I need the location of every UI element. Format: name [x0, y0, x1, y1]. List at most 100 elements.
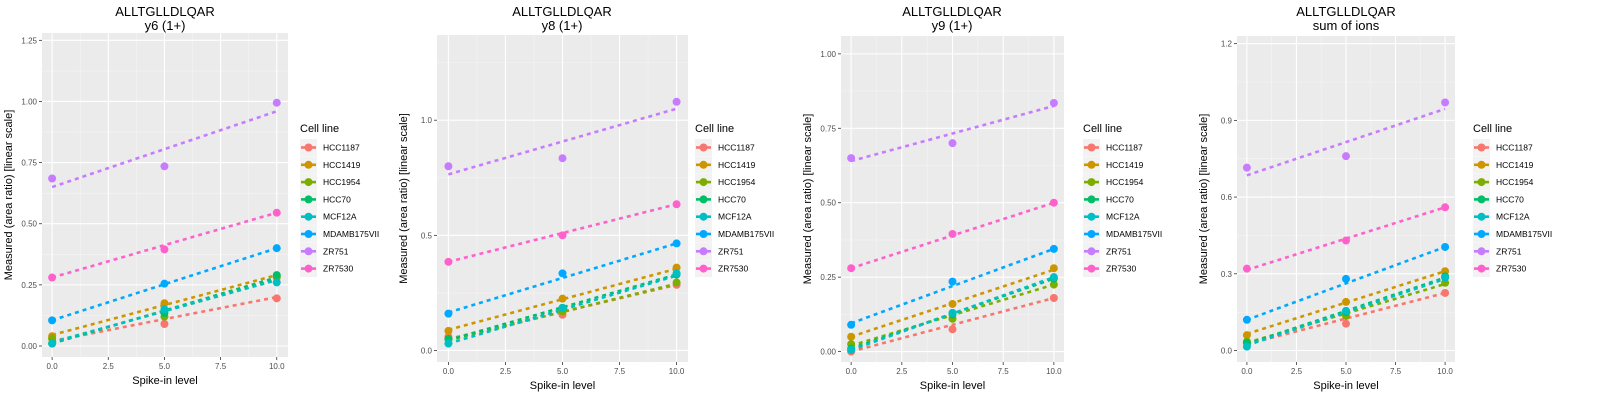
points-mcf12a	[1242, 273, 1450, 351]
legend-label: MDAMB175VII	[1106, 229, 1162, 239]
legend-key-point	[1477, 143, 1486, 152]
y-tick-label: 1.25	[21, 36, 37, 45]
y-tick-label: 0.75	[21, 159, 37, 168]
fit-line	[850, 104, 1055, 163]
points-zr7530	[847, 198, 1058, 273]
legend-label: HCC1954	[1106, 177, 1144, 187]
legend-key-point	[1087, 212, 1096, 221]
data-point	[672, 269, 681, 278]
data-point	[672, 200, 681, 209]
data-point	[847, 346, 856, 355]
x-axis-title: Spike-in level	[132, 375, 197, 387]
data-point	[1342, 297, 1350, 306]
data-point	[847, 264, 856, 273]
legend-item: MCF12A	[1473, 208, 1530, 226]
legend-item: MCF12A	[300, 208, 357, 226]
x-tick-label: 10.0	[269, 362, 285, 371]
legend-label: HCC70	[1106, 194, 1134, 204]
y-axis-title: Measured (area ratio) [linear scale]	[1198, 114, 1210, 285]
series-mdamb175vii	[1246, 245, 1446, 322]
data-point	[1242, 315, 1251, 324]
chart-subtitle: y6 (1+)	[145, 18, 186, 33]
legend-item: HCC70	[695, 190, 746, 208]
legend-item: ZR7530	[695, 260, 749, 278]
y-axis-title: Measured (area ratio) [linear scale]	[802, 114, 814, 285]
legend-label: HCC70	[323, 194, 351, 204]
legend-key-point	[1477, 212, 1486, 221]
x-tick-label: 10.0	[669, 367, 685, 376]
legend-item: ZR751	[1473, 242, 1522, 260]
legend-item: HCC1419	[1083, 156, 1144, 174]
y-tick-label: 0.50	[820, 199, 836, 208]
data-point	[672, 239, 681, 248]
chart-title: ALLTGLLDLQAR	[512, 4, 611, 19]
legend-item: HCC1954	[1083, 173, 1144, 191]
points-mdamb175vii	[444, 239, 681, 318]
legend-key-point	[1087, 264, 1096, 273]
legend-label: HCC1419	[1106, 160, 1144, 170]
series-hcc70	[51, 276, 278, 345]
data-point	[558, 231, 567, 240]
legend-key-point	[1087, 143, 1096, 152]
points-zr751	[847, 98, 1058, 163]
legend-label: MDAMB175VII	[718, 229, 774, 239]
data-point	[672, 97, 681, 106]
legend-item: MDAMB175VII	[300, 225, 379, 243]
legend-key-point	[1477, 178, 1486, 187]
data-point	[1342, 236, 1350, 245]
legend-key-point	[699, 247, 708, 256]
legend-label: MDAMB175VII	[323, 229, 379, 239]
x-tick-label: 2.5	[103, 362, 115, 371]
y-tick-label: 1.0	[421, 116, 433, 125]
x-tick-label: 0.0	[1241, 367, 1253, 376]
legend-label: MCF12A	[718, 212, 752, 222]
legend-item: ZR7530	[1083, 260, 1137, 278]
data-point	[272, 278, 281, 287]
points-zr751	[1242, 98, 1450, 172]
legend-item: HCC70	[300, 190, 351, 208]
data-point	[160, 305, 169, 314]
legend-label: MCF12A	[1106, 212, 1140, 222]
legend-key-point	[1477, 264, 1486, 273]
fit-line	[1246, 107, 1446, 177]
chart-title: ALLTGLLDLQAR	[115, 4, 214, 19]
points-zr751	[48, 98, 281, 183]
x-tick-label: 10.0	[1437, 367, 1453, 376]
legend-key-point	[304, 178, 313, 187]
data-point	[1441, 98, 1450, 107]
data-point	[948, 277, 957, 286]
legend-item: HCC1187	[695, 139, 755, 156]
data-point	[1049, 280, 1058, 289]
x-tick-label: 7.5	[1390, 367, 1402, 376]
legend-title: Cell line	[695, 123, 734, 135]
fit-line	[51, 278, 278, 344]
series-mdamb175vii	[850, 247, 1055, 325]
data-point	[1441, 288, 1450, 297]
data-point	[48, 339, 57, 348]
legend-key-point	[1087, 195, 1096, 204]
data-point	[160, 299, 169, 308]
x-tick-label: 5.0	[947, 367, 959, 376]
legend-item: HCC70	[1083, 190, 1134, 208]
y-tick-label: 1.00	[820, 50, 836, 59]
legend-item: MDAMB175VII	[1473, 225, 1552, 243]
legend-key-point	[1477, 195, 1486, 204]
legend-title: Cell line	[1083, 123, 1122, 135]
legend-item: HCC1187	[300, 139, 360, 156]
fit-line	[51, 273, 278, 337]
fit-line	[850, 247, 1055, 325]
y-tick-label: 1.00	[21, 97, 37, 106]
legend-key-point	[304, 160, 313, 169]
fit-line	[1246, 245, 1446, 322]
legend-item: ZR751	[695, 242, 744, 260]
data-point	[272, 208, 281, 217]
legend-key-point	[304, 212, 313, 221]
y-tick-label: 0.75	[820, 124, 836, 133]
legend-label: ZR751	[1106, 246, 1132, 256]
legend-key-point	[304, 247, 313, 256]
legend-item: HCC1954	[695, 173, 756, 191]
chart-title: ALLTGLLDLQAR	[902, 4, 1001, 19]
